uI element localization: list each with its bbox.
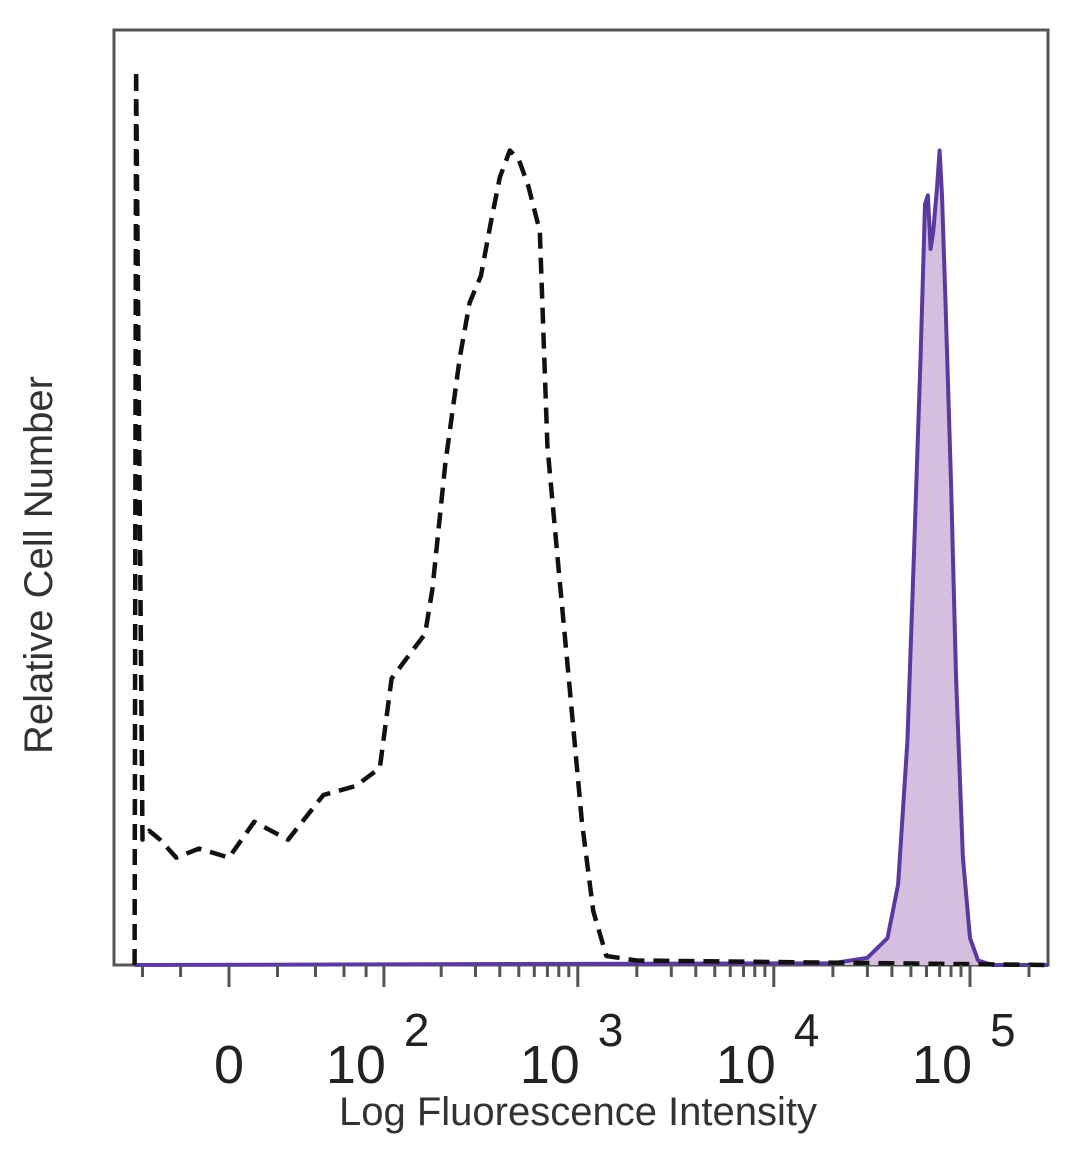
x-tick-label: 10 3 (520, 1004, 624, 1095)
x-tick-label-exponent: 4 (794, 1004, 820, 1056)
x-tick-label: 10 4 (716, 1004, 820, 1095)
y-axis-title: Relative Cell Number (17, 376, 61, 754)
x-tick-label: 10 5 (912, 1004, 1016, 1095)
x-tick-label: 0 (214, 1035, 244, 1095)
x-tick-label-base: 10 (326, 1035, 386, 1095)
x-axis-title: Log Fluorescence Intensity (339, 1090, 817, 1134)
x-axis-ticks (141, 965, 1031, 987)
x-tick-label-base: 10 (912, 1035, 972, 1095)
series-layer (132, 67, 1049, 968)
x-tick-label-exponent: 2 (404, 1004, 430, 1056)
series-line-dashed (132, 67, 1049, 968)
x-tick-label-base: 10 (716, 1035, 776, 1095)
x-tick-label-exponent: 3 (598, 1004, 624, 1056)
series-line-solid (134, 148, 1048, 967)
x-tick-label: 10 2 (326, 1004, 430, 1095)
x-tick-label-exponent: 5 (990, 1004, 1016, 1056)
x-tick-label-base: 0 (214, 1035, 244, 1095)
x-tick-label-base: 10 (520, 1035, 580, 1095)
x-axis-tick-labels: 0 10 2 10 3 10 4 10 5 (214, 1004, 1016, 1095)
series-area-solid (134, 150, 1049, 965)
